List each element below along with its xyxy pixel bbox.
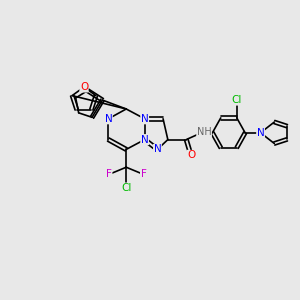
Text: O: O xyxy=(187,150,195,160)
Text: O: O xyxy=(80,82,88,92)
Text: N: N xyxy=(104,114,112,124)
Text: N: N xyxy=(154,144,161,154)
Text: Cl: Cl xyxy=(232,95,242,105)
Text: N: N xyxy=(141,135,148,145)
Text: F: F xyxy=(140,169,146,179)
Text: N: N xyxy=(141,114,148,124)
Text: NH: NH xyxy=(197,127,212,136)
Text: N: N xyxy=(257,128,264,138)
Text: Cl: Cl xyxy=(121,183,131,193)
Text: F: F xyxy=(106,169,112,179)
